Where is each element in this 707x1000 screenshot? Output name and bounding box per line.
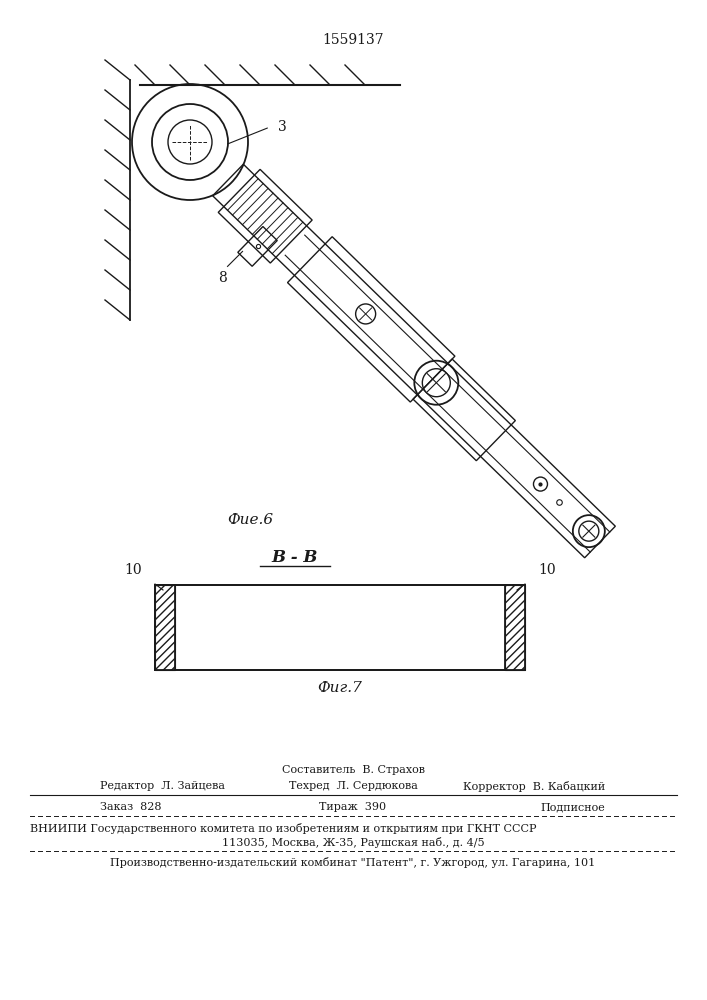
Text: ВНИИПИ Государственного комитета по изобретениям и открытиям при ГКНТ СССР: ВНИИПИ Государственного комитета по изоб… <box>30 822 537 834</box>
Text: Фиг.7: Фиг.7 <box>317 681 363 695</box>
Text: 10: 10 <box>538 563 556 577</box>
Bar <box>155 585 525 670</box>
Text: Подписное: Подписное <box>540 802 605 812</box>
Text: Тираж  390: Тираж 390 <box>320 802 387 812</box>
Text: Корректор  В. Кабацкий: Корректор В. Кабацкий <box>463 780 605 792</box>
Text: 113035, Москва, Ж-35, Раушская наб., д. 4/5: 113035, Москва, Ж-35, Раушская наб., д. … <box>222 836 484 848</box>
Text: Фие.6: Фие.6 <box>227 513 273 527</box>
Bar <box>155 585 175 670</box>
Bar <box>505 585 525 670</box>
Text: 8: 8 <box>218 271 227 285</box>
Text: Составитель  В. Страхов: Составитель В. Страхов <box>281 765 424 775</box>
Text: 3: 3 <box>278 120 287 134</box>
Text: 10: 10 <box>124 563 142 577</box>
Text: Техред  Л. Сердюкова: Техред Л. Сердюкова <box>288 781 417 791</box>
Text: Заказ  828: Заказ 828 <box>100 802 161 812</box>
Text: Производственно-издательский комбинат "Патент", г. Ужгород, ул. Гагарина, 101: Производственно-издательский комбинат "П… <box>110 857 595 868</box>
Text: B - B: B - B <box>271 548 318 566</box>
Text: 1559137: 1559137 <box>322 33 384 47</box>
Text: Редактор  Л. Зайцева: Редактор Л. Зайцева <box>100 781 225 791</box>
